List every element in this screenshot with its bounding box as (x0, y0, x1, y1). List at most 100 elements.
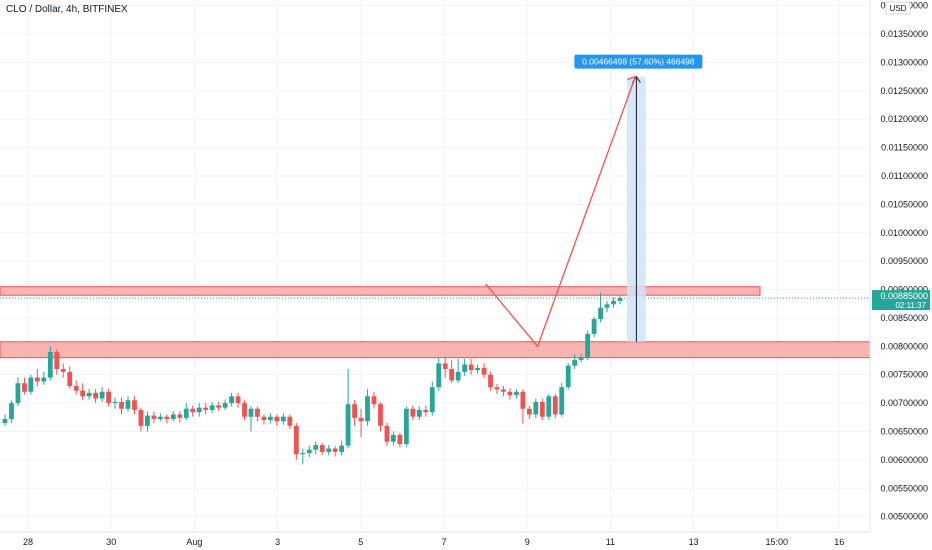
candle-body (177, 414, 183, 418)
candle-body (611, 300, 616, 305)
candle-body (365, 396, 370, 422)
zone-support (0, 341, 871, 359)
candle-body (280, 416, 286, 422)
projection-arrowhead (627, 75, 637, 85)
candle-body (442, 363, 448, 370)
candle-body (345, 404, 351, 446)
candle-body (391, 434, 396, 442)
candle-body (164, 416, 170, 419)
bar-countdown-label: 02:11:37 (895, 301, 926, 310)
x-tick-label: 16 (834, 537, 844, 547)
candle-body (501, 389, 506, 392)
candle-body (604, 304, 610, 308)
candle-body (319, 445, 325, 452)
y-tick-label: 0.00600000 (880, 455, 928, 465)
candle-body (410, 408, 416, 417)
candle-body (54, 352, 60, 370)
candle-body (423, 409, 429, 413)
x-tick-label: 7 (441, 537, 446, 547)
candle-body (507, 391, 513, 396)
candle-body (28, 377, 34, 392)
x-tick-label: 9 (525, 537, 530, 547)
candle-body (552, 396, 558, 415)
candle-body (287, 416, 293, 426)
candle-body (559, 387, 565, 415)
candle-body (332, 448, 338, 452)
candle-body (34, 377, 40, 382)
candle-body (268, 416, 273, 421)
candle-body (578, 357, 584, 360)
candle-body (22, 383, 27, 392)
candle-body (475, 367, 480, 371)
candle-body (514, 391, 519, 396)
candle-body (170, 414, 176, 419)
currency-label: USD (890, 4, 907, 13)
candle-body (132, 400, 137, 410)
candle-body (106, 391, 111, 404)
y-tick-label: 0.01000000 (880, 228, 928, 238)
candle-body (229, 396, 234, 404)
candles-layer (0, 292, 870, 465)
y-tick-label: 0.01100000 (881, 171, 928, 181)
candle-body (397, 434, 403, 444)
symbol-title: CLO / Dollar, 4h, BITFINEX (6, 4, 128, 15)
candle-body (67, 371, 73, 387)
candle-body (73, 386, 79, 391)
zones-layer (0, 286, 871, 359)
candle-body (416, 409, 422, 417)
y-tick-label: 0.00700000 (880, 398, 928, 408)
chart-grid (0, 0, 870, 532)
measure-label-bg (574, 54, 703, 69)
y-tick-label: 0.01050000 (880, 199, 928, 209)
candle-body (565, 365, 571, 388)
x-tick-label: 28 (23, 537, 33, 547)
candle-body (145, 415, 150, 426)
candle-body (585, 333, 591, 358)
candle-body (235, 396, 241, 404)
candle-body (222, 403, 228, 408)
x-tick-label: 11 (606, 537, 615, 547)
candle-body (520, 391, 526, 409)
candle-body (261, 416, 267, 421)
candle-body (203, 407, 209, 410)
candle-body (591, 319, 597, 334)
candle-body (384, 425, 390, 442)
x-tick-label: 5 (358, 537, 363, 547)
candle-body (352, 404, 357, 418)
currency-box (885, 1, 911, 15)
measure-label: 0.00466498 (57.60%) 466498 (582, 57, 695, 67)
candle-body (546, 396, 552, 417)
candle-body (80, 390, 86, 397)
candle-body (99, 391, 105, 399)
price-axis[interactable]: 0.014000000.013500000.013000000.01250000… (869, 0, 930, 532)
time-axis[interactable]: 28 30 Aug 3 5 7 9 11 13 15:00 16 (0, 531, 870, 547)
last-price-tag (872, 290, 930, 311)
candle-body (293, 425, 299, 455)
candle-body (436, 363, 442, 388)
y-tick-label: 0.01150000 (881, 143, 928, 153)
candle-body (539, 401, 545, 417)
last-price-label: 0.00885000 (880, 291, 928, 301)
candle-body (371, 396, 377, 405)
y-tick-label: 0.01300000 (880, 57, 928, 67)
candle-body (429, 387, 435, 413)
candle-body (183, 408, 189, 418)
x-tick-label: 13 (689, 537, 699, 547)
candle-body (533, 401, 539, 415)
candle-body (190, 408, 196, 413)
y-tick-label: 0.00500000 (880, 512, 928, 522)
candle-body (339, 445, 345, 452)
candle-body (15, 383, 21, 404)
candle-body (119, 401, 124, 409)
candle-body (617, 298, 623, 301)
candle-body (157, 416, 163, 419)
candle-body (47, 352, 53, 378)
candle-body (403, 408, 409, 444)
candle-body (572, 359, 578, 366)
drawings-layer: 0.00466498 (57.60%) 466498 (485, 54, 703, 348)
candle-body (526, 408, 532, 415)
zone-resistance (0, 286, 761, 296)
candle-body (138, 409, 144, 426)
y-tick-label: 0.00950000 (880, 256, 928, 266)
